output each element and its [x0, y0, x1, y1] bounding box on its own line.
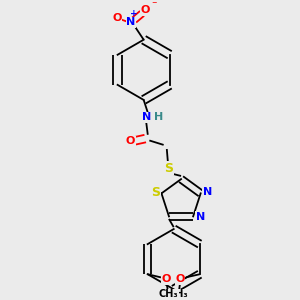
Text: +: +: [130, 9, 138, 18]
Text: ⁻: ⁻: [152, 1, 157, 10]
Text: CH₃: CH₃: [169, 289, 188, 299]
Text: H: H: [154, 112, 163, 122]
Text: O: O: [141, 5, 150, 15]
Text: O: O: [126, 136, 135, 146]
Text: O: O: [176, 274, 185, 284]
Text: S: S: [164, 161, 173, 175]
Text: O: O: [162, 274, 171, 284]
Text: N: N: [196, 212, 205, 222]
Text: N: N: [203, 187, 212, 197]
Text: O: O: [112, 14, 122, 23]
Text: N: N: [142, 112, 151, 122]
Text: N: N: [126, 17, 136, 27]
Text: CH₃: CH₃: [158, 289, 178, 299]
Text: S: S: [151, 186, 160, 199]
